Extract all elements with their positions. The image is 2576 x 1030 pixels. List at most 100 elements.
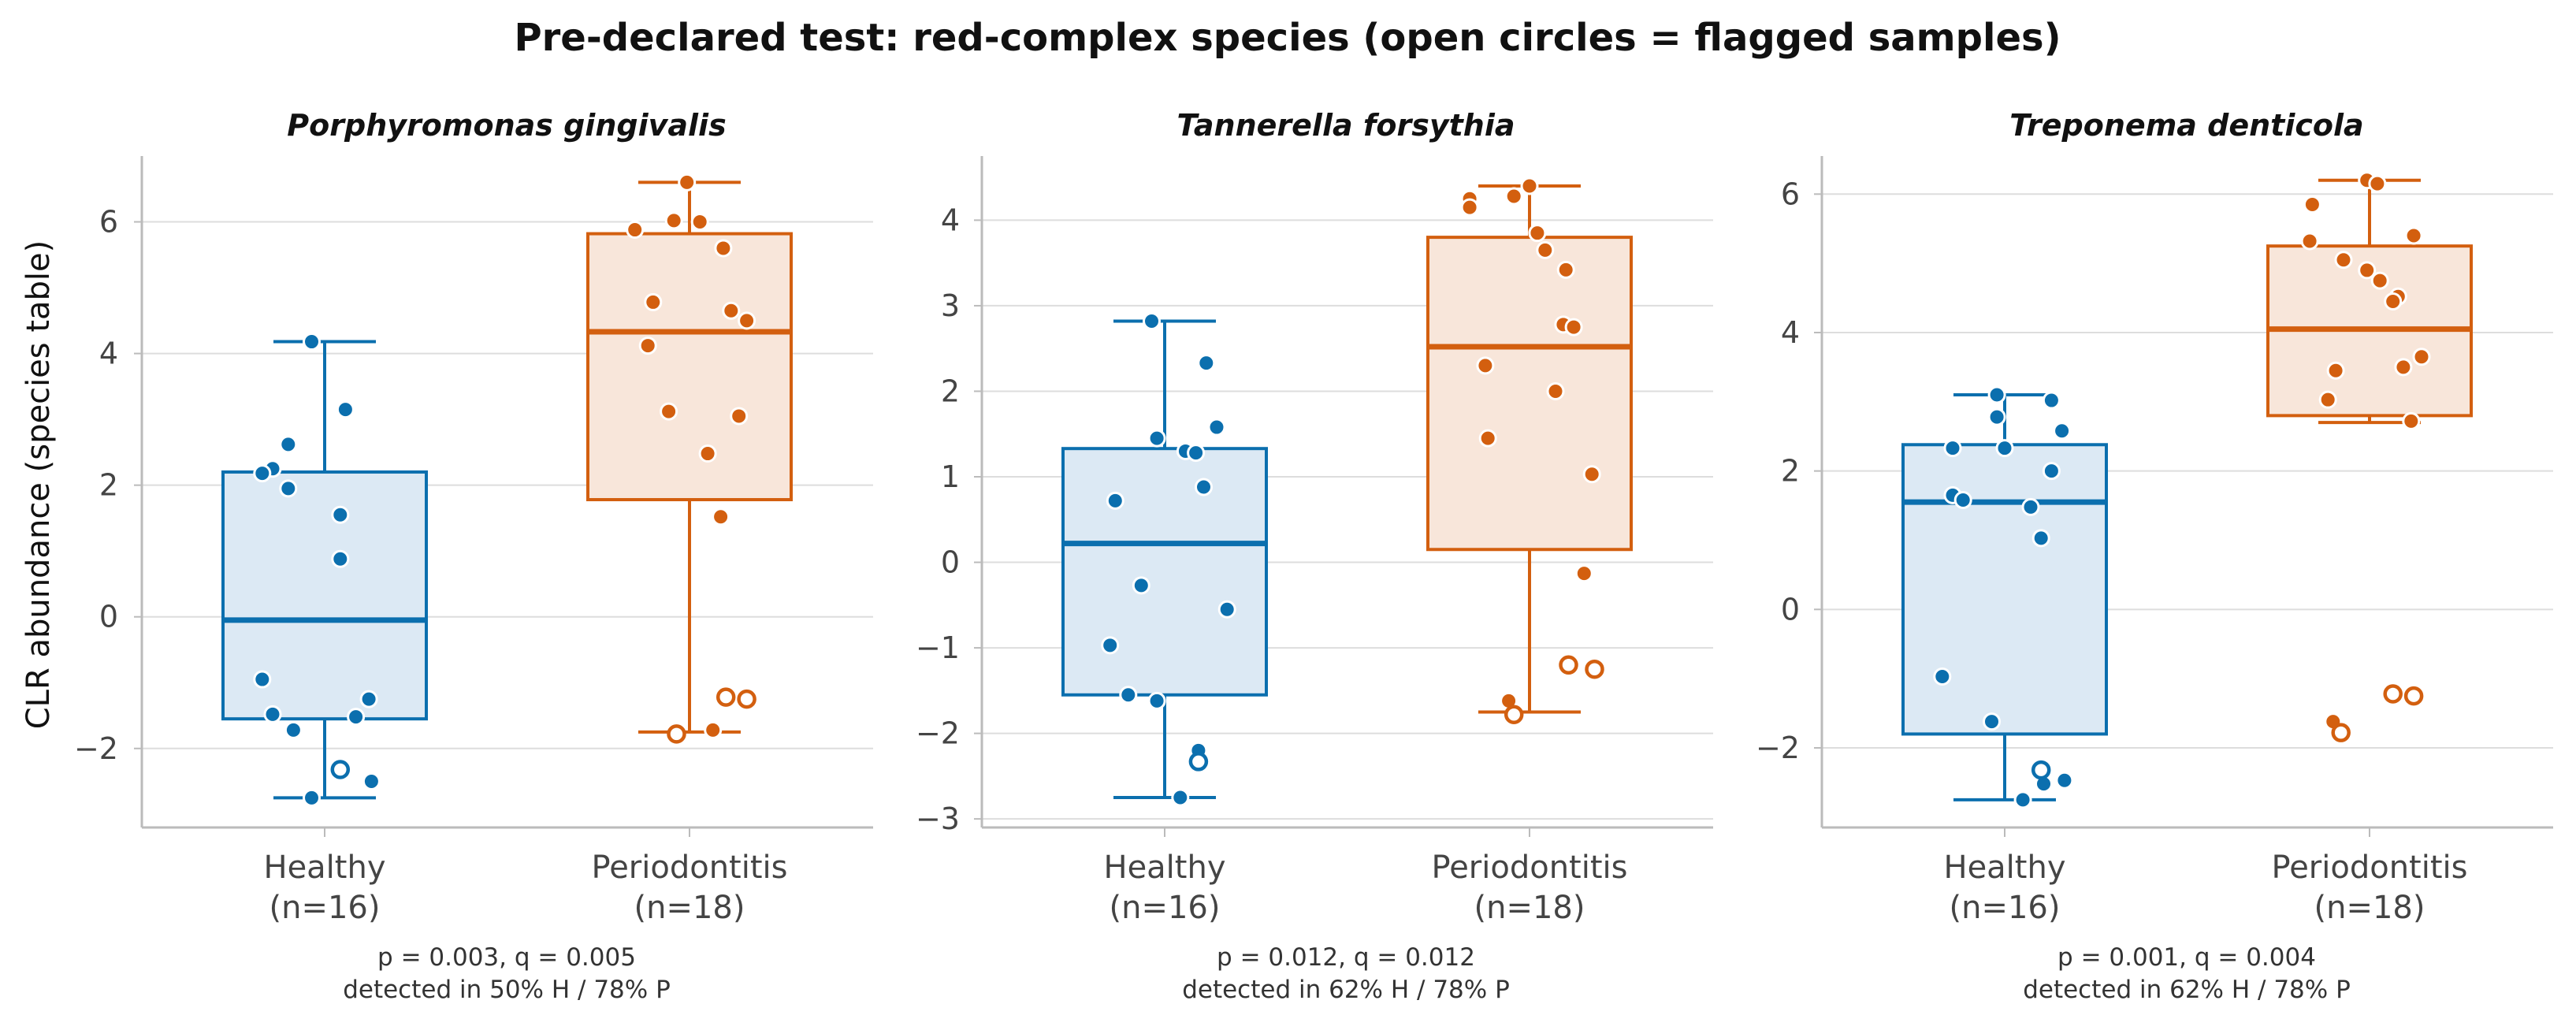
data-point (1556, 260, 1575, 279)
data-point (1995, 439, 2014, 458)
data-point (1143, 311, 1161, 330)
x-tick-label: Healthy (1943, 850, 2065, 886)
panel-1: Porphyromonas gingivalis CLR abundance (… (20, 108, 873, 1004)
y-tick-label: 0 (941, 545, 960, 580)
panel-1-title: Porphyromonas gingivalis (287, 108, 726, 143)
data-point (2402, 411, 2421, 430)
y-tick-label: 3 (941, 288, 960, 323)
y-tick-label: −3 (916, 801, 960, 836)
flagged-point (1188, 752, 1209, 772)
panel-2-stats: p = 0.012, q = 0.012 (1217, 943, 1475, 972)
data-point (1119, 686, 1138, 705)
data-point (664, 211, 683, 230)
data-point (2370, 271, 2389, 290)
data-point (2368, 174, 2387, 193)
flagged-point (330, 760, 351, 779)
data-point (2412, 348, 2431, 366)
data-point (2021, 497, 2040, 516)
data-point (2042, 462, 2061, 481)
x-tick-count: (n=16) (1950, 890, 2061, 926)
data-point (284, 720, 303, 739)
flagged-point (2031, 760, 2051, 780)
data-point (1197, 354, 1216, 373)
panel-3-plot: −2 0 2 4 6 Healthy (n=16) Periodontitis (n=18) (1756, 156, 2553, 926)
flagged-point (1504, 705, 1524, 724)
data-point (1187, 444, 1206, 463)
x-tick-count: (n=18) (634, 890, 745, 926)
x-tick-label: Periodontitis (592, 850, 788, 886)
data-point (253, 464, 272, 483)
data-point (660, 402, 678, 421)
data-point (263, 705, 282, 723)
data-point (279, 479, 298, 498)
x-tick-count: (n=16) (269, 890, 381, 926)
flagged-point (1585, 659, 1604, 679)
y-axis-label: CLR abundance (species table) (20, 240, 57, 730)
x-tick-count: (n=18) (2314, 890, 2425, 926)
x-tick-label: Healthy (263, 850, 385, 886)
data-point (1953, 491, 1972, 510)
data-point (303, 788, 321, 807)
data-point (1536, 240, 1555, 259)
data-point (2404, 226, 2423, 245)
data-point (1217, 600, 1236, 619)
data-point (644, 292, 663, 311)
data-point (2334, 251, 2353, 270)
x-tick-count: (n=16) (1110, 890, 1221, 926)
data-point (2394, 358, 2413, 377)
y-tick-label: −2 (74, 731, 118, 766)
panel-1-detection: detected in 50% H / 78% P (343, 976, 671, 1004)
data-point (730, 407, 749, 426)
flagged-point (2331, 723, 2351, 742)
panel-1-plot: −2 0 2 4 6 Healthy (n=16) Periodontitis (n=18) (74, 156, 873, 926)
y-tick-label: 1 (941, 459, 960, 494)
y-tick-label: 2 (1781, 454, 1800, 489)
data-point (1207, 418, 1226, 437)
data-point (279, 435, 298, 454)
y-tick-label: 2 (99, 468, 118, 503)
data-point (1171, 788, 1190, 807)
x-tick-label: Healthy (1103, 850, 1225, 886)
box-healthy (221, 470, 428, 721)
y-tick-label: −2 (916, 716, 960, 751)
figure-title: Pre-declared test: red-complex species (… (514, 16, 2061, 60)
data-point (1943, 439, 1962, 458)
flagged-point (1559, 655, 1578, 675)
y-tick-label: −2 (1756, 731, 1800, 765)
data-point (722, 301, 741, 320)
data-point (626, 221, 645, 240)
data-point (698, 444, 717, 463)
panel-2-detection: detected in 62% H / 78% P (1182, 976, 1510, 1004)
flagged-point (716, 687, 736, 707)
data-point (1574, 564, 1593, 583)
panel-1-stats: p = 0.003, q = 0.005 (377, 943, 636, 972)
flagged-point (737, 689, 756, 709)
flagged-point (2403, 686, 2424, 706)
panel-3-detection: detected in 62% H / 78% P (2023, 976, 2351, 1004)
data-point (738, 311, 756, 330)
data-point (1106, 491, 1124, 510)
data-point (2384, 292, 2403, 310)
data-point (1478, 429, 1497, 448)
data-point (1520, 177, 1539, 195)
data-point (2013, 790, 2032, 809)
x-tick-count: (n=18) (1474, 890, 1585, 926)
data-point (2042, 391, 2061, 410)
data-point (2358, 261, 2377, 280)
box-healthy (1901, 443, 2108, 736)
data-point (1132, 576, 1150, 595)
data-point (712, 508, 730, 526)
data-point (336, 400, 355, 419)
data-point (2303, 195, 2321, 214)
data-point (2318, 390, 2337, 409)
x-tick-label: Periodontitis (1432, 850, 1628, 886)
data-point (1564, 318, 1583, 337)
data-point (638, 337, 657, 355)
y-tick-label: 4 (941, 203, 960, 237)
box-healthy (1061, 447, 1268, 697)
data-point (1983, 712, 2001, 731)
data-point (1101, 636, 1120, 655)
data-point (2326, 361, 2345, 380)
data-point (331, 549, 350, 568)
